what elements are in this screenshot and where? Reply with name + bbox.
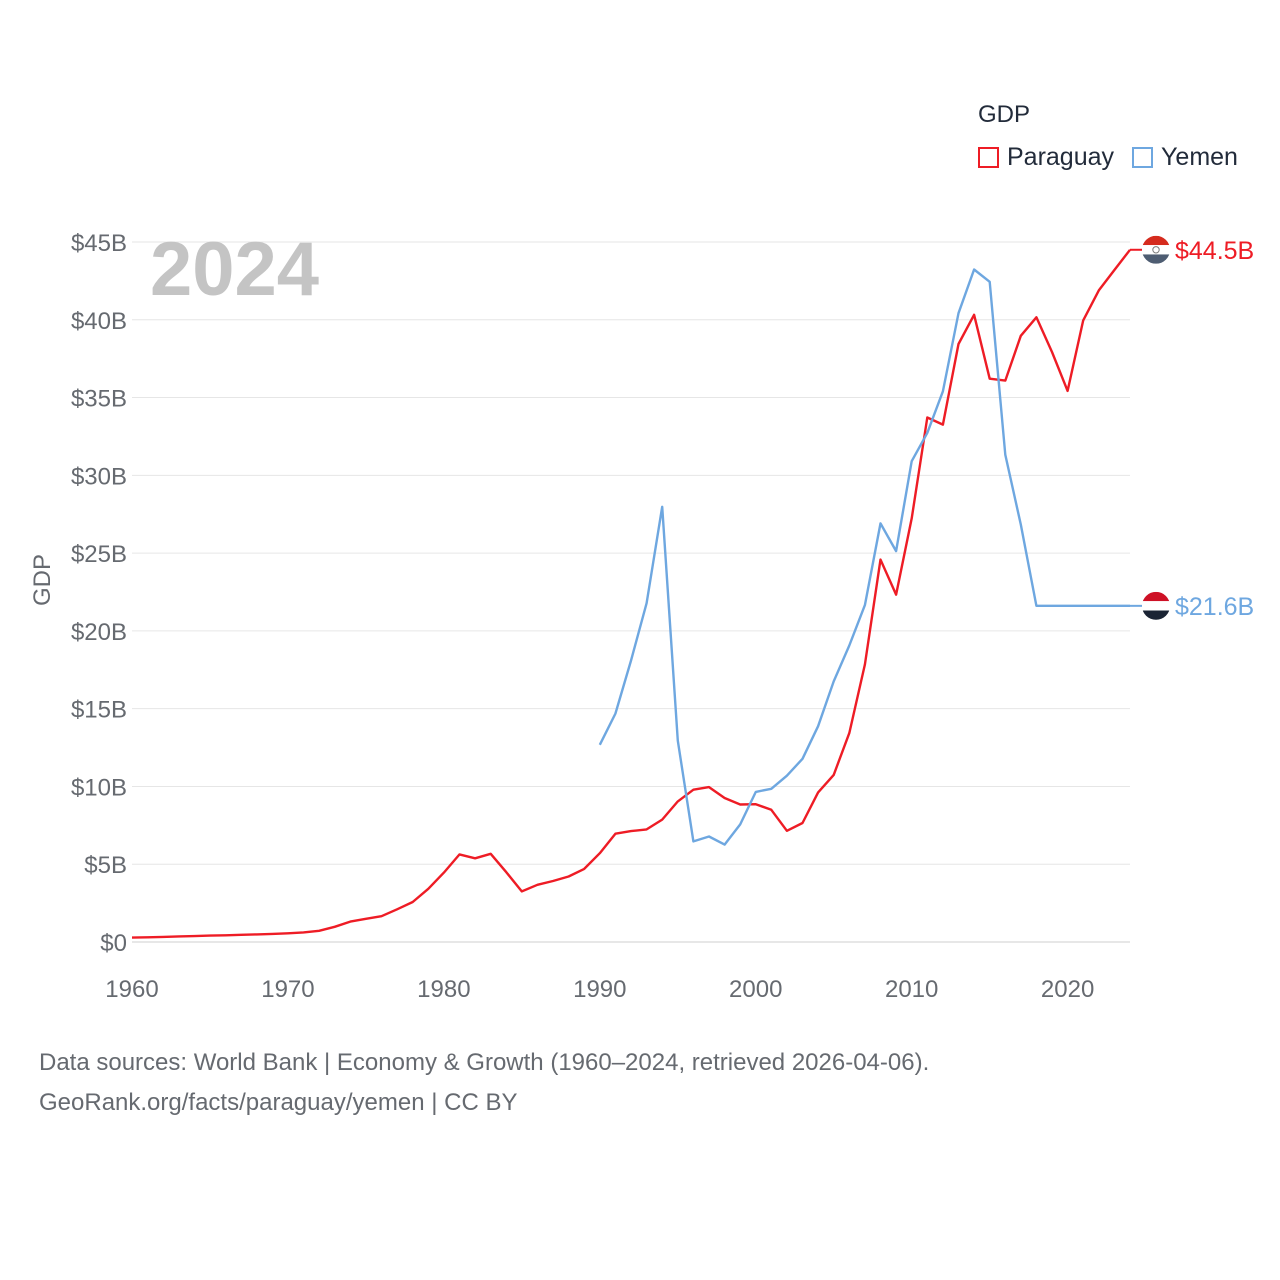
- source-line-2[interactable]: GeoRank.org/facts/paraguay/yemen | CC BY: [39, 1089, 518, 1116]
- x-tick-label: 1960: [105, 976, 158, 1003]
- legend-swatch-yemen: [1132, 147, 1154, 168]
- y-tick-label: $10B: [71, 774, 127, 801]
- y-axis-ticks: $0 $5B $10B $15B $20B $25B $30B $35B $40B $45B: [71, 230, 127, 957]
- series-line-yemen: [598, 268, 1130, 846]
- end-label-paraguay: $44.5B: [1175, 237, 1254, 265]
- legend-label-paraguay: Paraguay: [1007, 143, 1115, 171]
- series-lines: [131, 249, 1131, 939]
- year-label: 2024: [150, 227, 320, 312]
- y-tick-label: $20B: [71, 619, 127, 646]
- y-tick-label: $25B: [71, 541, 127, 568]
- x-tick-label: 2020: [1041, 976, 1094, 1003]
- y-tick-label: $35B: [71, 386, 127, 413]
- end-label-yemen: $21.6B: [1175, 593, 1254, 621]
- y-tick-label: $40B: [71, 308, 127, 335]
- x-axis-ticks: 1960 1970 1980 1990 2000 2010 2020: [105, 976, 1094, 1003]
- series-line-paraguay: [131, 249, 1131, 939]
- y-tick-label: $0: [100, 930, 127, 957]
- yemen-flag-icon: [1142, 591, 1170, 620]
- legend-label-yemen: Yemen: [1161, 143, 1238, 171]
- legend-swatch-paraguay: [978, 147, 999, 168]
- paraguay-flag-icon: [1142, 235, 1170, 264]
- gridlines: [132, 241, 1130, 943]
- source-note: Data sources: World Bank | Economy & Gro…: [39, 1043, 929, 1123]
- y-tick-label: $5B: [84, 852, 127, 879]
- legend: Paraguay Yemen: [978, 143, 1256, 172]
- series-end-markers: $44.5B $21.6B: [1130, 235, 1254, 621]
- legend-item-yemen[interactable]: Yemen: [1132, 143, 1238, 172]
- x-tick-label: 1990: [573, 976, 626, 1003]
- x-tick-label: 2000: [729, 976, 782, 1003]
- y-tick-label: $45B: [71, 230, 127, 257]
- source-line-1: Data sources: World Bank | Economy & Gro…: [39, 1049, 930, 1076]
- legend-title: GDP: [978, 101, 1031, 128]
- x-tick-label: 2010: [885, 976, 938, 1003]
- x-tick-label: 1970: [261, 976, 314, 1003]
- y-axis-label: GDP: [29, 554, 56, 606]
- x-tick-label: 1980: [417, 976, 470, 1003]
- legend-item-paraguay[interactable]: Paraguay: [978, 143, 1114, 172]
- y-tick-label: $30B: [71, 463, 127, 490]
- y-tick-label: $15B: [71, 697, 127, 724]
